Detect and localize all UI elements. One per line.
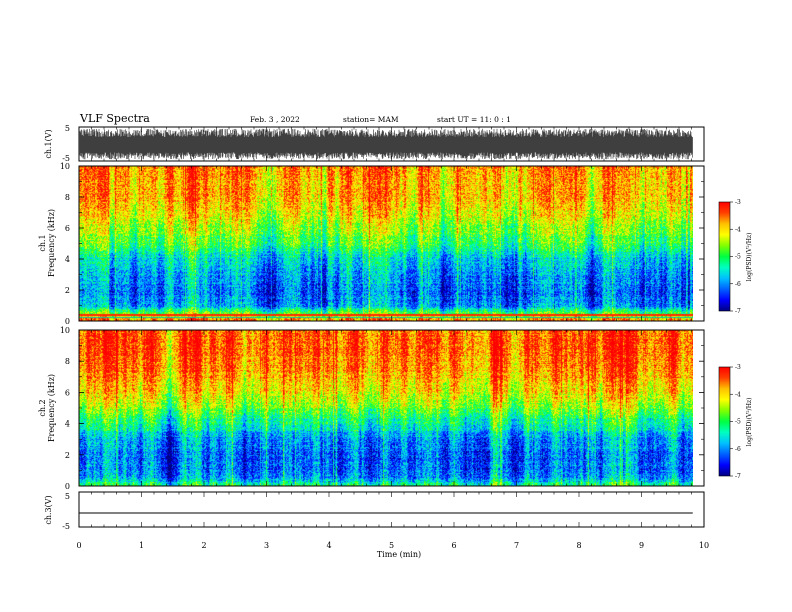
xtick-label: 8 [576, 541, 581, 550]
ch1-waveform-trace [79, 128, 693, 160]
ytick-label: 6 [65, 224, 70, 233]
ch2-spectrogram-yticks: 0 2 4 6 8 10 [60, 326, 704, 491]
ch2-spectrogram-ylabel: Frequency (kHz) [47, 374, 56, 442]
ch1-spectrogram-ylabel-channel: ch.1 [38, 234, 47, 251]
station-label: station= MAM [343, 115, 399, 124]
ch2-colorbar-scale [718, 366, 731, 477]
colorbar-tick-label: -7 [735, 473, 741, 480]
colorbar-tick-label: -5 [735, 254, 741, 261]
ch3-waveform-panel: 5 -5 ch.3(V) [44, 491, 705, 531]
ch1-colorbar: -3 -4 -5 -6 -7 log(PSD)(V²/Hz) [718, 199, 753, 315]
colorbar-tick-label: -7 [735, 308, 741, 315]
ch2-colorbar: -3 -4 -5 -6 -7 log(PSD)(V²/Hz) [718, 364, 753, 480]
colorbar-tick-label: -3 [735, 199, 741, 206]
ytick-label: 8 [65, 193, 70, 202]
colorbar-tick-label: -6 [735, 446, 741, 453]
ch3-waveform-frame [78, 491, 705, 528]
date-label: Feb. 3 , 2022 [250, 115, 300, 124]
ytick-label: 2 [65, 286, 70, 295]
ch2-spectrogram-ylabel-channel: ch.2 [38, 399, 47, 416]
ch1-spectrogram-yticks: 0 2 4 6 8 10 [60, 162, 704, 326]
xtick-label: 5 [389, 541, 394, 550]
xtick-label: 10 [699, 541, 709, 550]
ch1-waveform-line [79, 128, 693, 160]
ytick-label: 4 [65, 420, 70, 429]
ytick-label: 10 [60, 326, 70, 335]
colorbar-tick-label: -3 [735, 364, 741, 371]
ch1-spectrogram-panel: ch.1 Frequency (kHz) 0 2 4 6 8 10 [38, 162, 705, 326]
ch1-waveform-panel: 5 -5 ch.1(V) [44, 124, 705, 163]
xtick-label: 7 [514, 541, 519, 550]
ytick-label: 2 [65, 451, 70, 460]
figure-title: VLF Spectra [79, 112, 150, 125]
ytick-label: 0 [65, 482, 70, 491]
colorbar-tick-label: -6 [735, 281, 741, 288]
xtick-label: 2 [201, 541, 206, 550]
time-axis-tick-labels: 0 1 2 3 4 5 6 7 8 9 10 [76, 541, 709, 550]
ch1-ytick-top: 5 [65, 124, 70, 133]
ch2-spectrogram-image [79, 330, 693, 486]
time-axis-ticks [78, 127, 705, 527]
ytick-label: 6 [65, 388, 70, 397]
ch1-spectrogram-ylabel: Frequency (kHz) [47, 209, 56, 277]
ch2-colorbar-label: log(PSD)(V²/Hz) [746, 398, 753, 447]
ytick-label: 0 [65, 317, 70, 326]
ch2-colorbar-ticks: -3 -4 -5 -6 -7 [730, 364, 741, 480]
spectrogram-raster [79, 330, 693, 486]
ytick-label: 8 [65, 357, 70, 366]
colorbar-tick-label: -4 [735, 226, 741, 233]
xtick-label: 1 [139, 541, 144, 550]
ch3-waveform-ylabel: ch.3(V) [44, 495, 53, 524]
colorbar-tick-label: -4 [735, 391, 741, 398]
ch1-colorbar-scale [718, 201, 731, 312]
xtick-label: 0 [76, 541, 81, 550]
time-axis-label: Time (min) [377, 550, 421, 559]
colorbar-tick-label: -5 [735, 419, 741, 426]
ch1-ytick-bottom: -5 [62, 154, 70, 163]
start-time-label: start UT = 11: 0 : 1 [437, 115, 511, 124]
xtick-label: 9 [639, 541, 644, 550]
xtick-label: 6 [451, 541, 456, 550]
ch1-colorbar-label: log(PSD)(V²/Hz) [746, 233, 753, 282]
spectrogram-raster [79, 166, 693, 321]
ch3-ytick-top: 5 [65, 492, 70, 501]
ytick-label: 10 [60, 162, 70, 171]
xtick-label: 4 [326, 541, 331, 550]
ch2-spectrogram-panel: ch.2 Frequency (kHz) 0 2 4 6 8 10 [38, 326, 705, 491]
ch1-spectrogram-image [79, 166, 693, 321]
ch1-colorbar-ticks: -3 -4 -5 -6 -7 [730, 199, 741, 315]
ytick-label: 4 [65, 255, 70, 264]
ch1-waveform-ylabel: ch.1(V) [44, 129, 53, 158]
xtick-label: 3 [264, 541, 269, 550]
ch3-ytick-bottom: -5 [62, 522, 70, 531]
